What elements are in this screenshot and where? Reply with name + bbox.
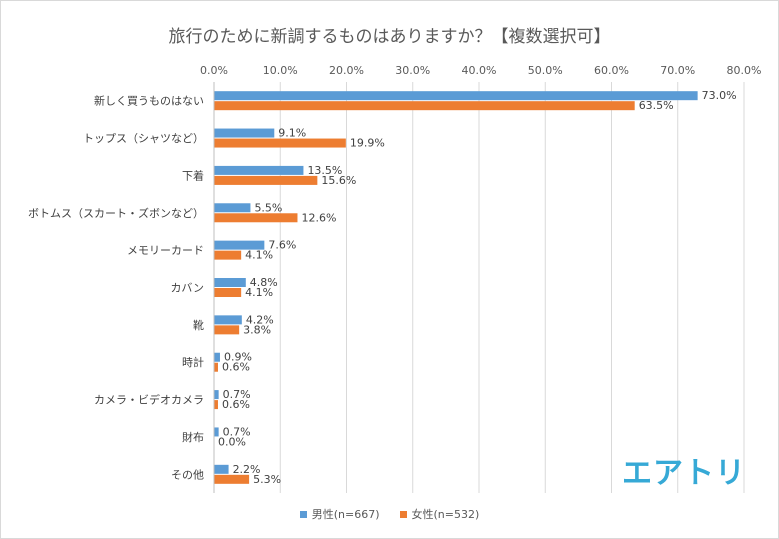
category-label: トップス（シャツなど）	[83, 132, 204, 145]
data-label-female: 0.6%	[222, 361, 250, 374]
bar-male	[214, 240, 265, 250]
bar-female	[214, 250, 242, 260]
legend: 男性(n=667) 女性(n=532)	[0, 506, 779, 522]
category-label: 下着	[182, 168, 204, 182]
data-label-female: 19.9%	[350, 137, 385, 150]
data-label-female: 12.6%	[301, 211, 336, 224]
data-label-female: 0.6%	[222, 398, 250, 411]
category-label: 新しく買うものはない	[94, 94, 204, 108]
data-label-male: 0.7%	[223, 425, 251, 438]
brand-logo: エアトリ	[622, 456, 746, 491]
category-label: カメラ・ビデオカメラ	[94, 393, 204, 407]
bar-female	[214, 138, 346, 148]
bar-male	[214, 165, 304, 175]
data-label-male: 9.1%	[278, 127, 306, 140]
bar-male	[214, 352, 220, 362]
bar-female	[214, 474, 250, 484]
data-label-male: 7.6%	[268, 239, 296, 252]
legend-label-male: 男性(n=667)	[311, 508, 380, 521]
data-label-male: 0.7%	[223, 388, 251, 401]
data-label-female: 15.6%	[321, 174, 356, 187]
category-label: その他	[171, 468, 204, 481]
category-label: 財布	[182, 430, 204, 444]
bar-female	[214, 101, 635, 111]
x-tick-label: 40.0%	[462, 64, 497, 77]
bar-male	[214, 91, 698, 101]
data-label-female: 4.1%	[245, 286, 273, 299]
data-label-female: 3.8%	[243, 323, 271, 336]
data-label-female: 63.5%	[639, 99, 674, 112]
data-label-male: 2.2%	[233, 463, 261, 476]
x-tick-label: 10.0%	[263, 64, 298, 77]
data-label-female: 0.0%	[218, 435, 246, 448]
legend-swatch-male	[299, 510, 307, 518]
legend-label-female: 女性(n=532)	[411, 508, 480, 521]
category-label: メモリーカード	[127, 244, 204, 257]
category-label: カバン	[170, 282, 204, 295]
x-tick-label: 0.0%	[200, 64, 228, 77]
x-tick-label: 60.0%	[594, 64, 629, 77]
data-label-male: 4.8%	[250, 276, 278, 289]
category-label: 靴	[193, 318, 204, 332]
bar-female	[214, 362, 218, 372]
legend-swatch-female	[399, 510, 407, 518]
data-label-male: 5.5%	[254, 201, 282, 214]
data-label-female: 5.3%	[253, 473, 281, 486]
bar-female	[214, 400, 218, 410]
data-label-male: 73.0%	[702, 89, 737, 102]
bar-female	[214, 175, 318, 185]
bar-male	[214, 278, 246, 287]
category-label: 時計	[182, 355, 204, 369]
chart-title: 旅行のために新調するものはありますか？【複数選択可】	[168, 27, 611, 47]
bar-male	[214, 427, 219, 437]
data-label-male: 4.2%	[246, 313, 274, 326]
x-tick-label: 20.0%	[329, 64, 364, 77]
bar-male	[214, 390, 219, 400]
x-tick-label: 50.0%	[528, 64, 563, 77]
bar-male	[214, 315, 242, 325]
bar-female	[214, 325, 240, 335]
category-label: ボトムス（スカート・ズボンなど）	[28, 206, 204, 220]
data-label-male: 0.9%	[224, 351, 252, 364]
bar-female	[214, 213, 298, 223]
bar-female	[214, 288, 242, 297]
bar-male	[214, 128, 275, 138]
bar-male	[214, 464, 229, 474]
legend-item-female: 女性(n=532)	[399, 506, 480, 522]
data-label-male: 13.5%	[307, 164, 342, 177]
data-label-female: 4.1%	[245, 249, 273, 262]
bar-male	[214, 203, 251, 213]
x-tick-label: 70.0%	[660, 64, 695, 77]
x-tick-label: 80.0%	[727, 64, 762, 77]
legend-item-male: 男性(n=667)	[299, 506, 380, 522]
x-tick-label: 30.0%	[395, 64, 430, 77]
